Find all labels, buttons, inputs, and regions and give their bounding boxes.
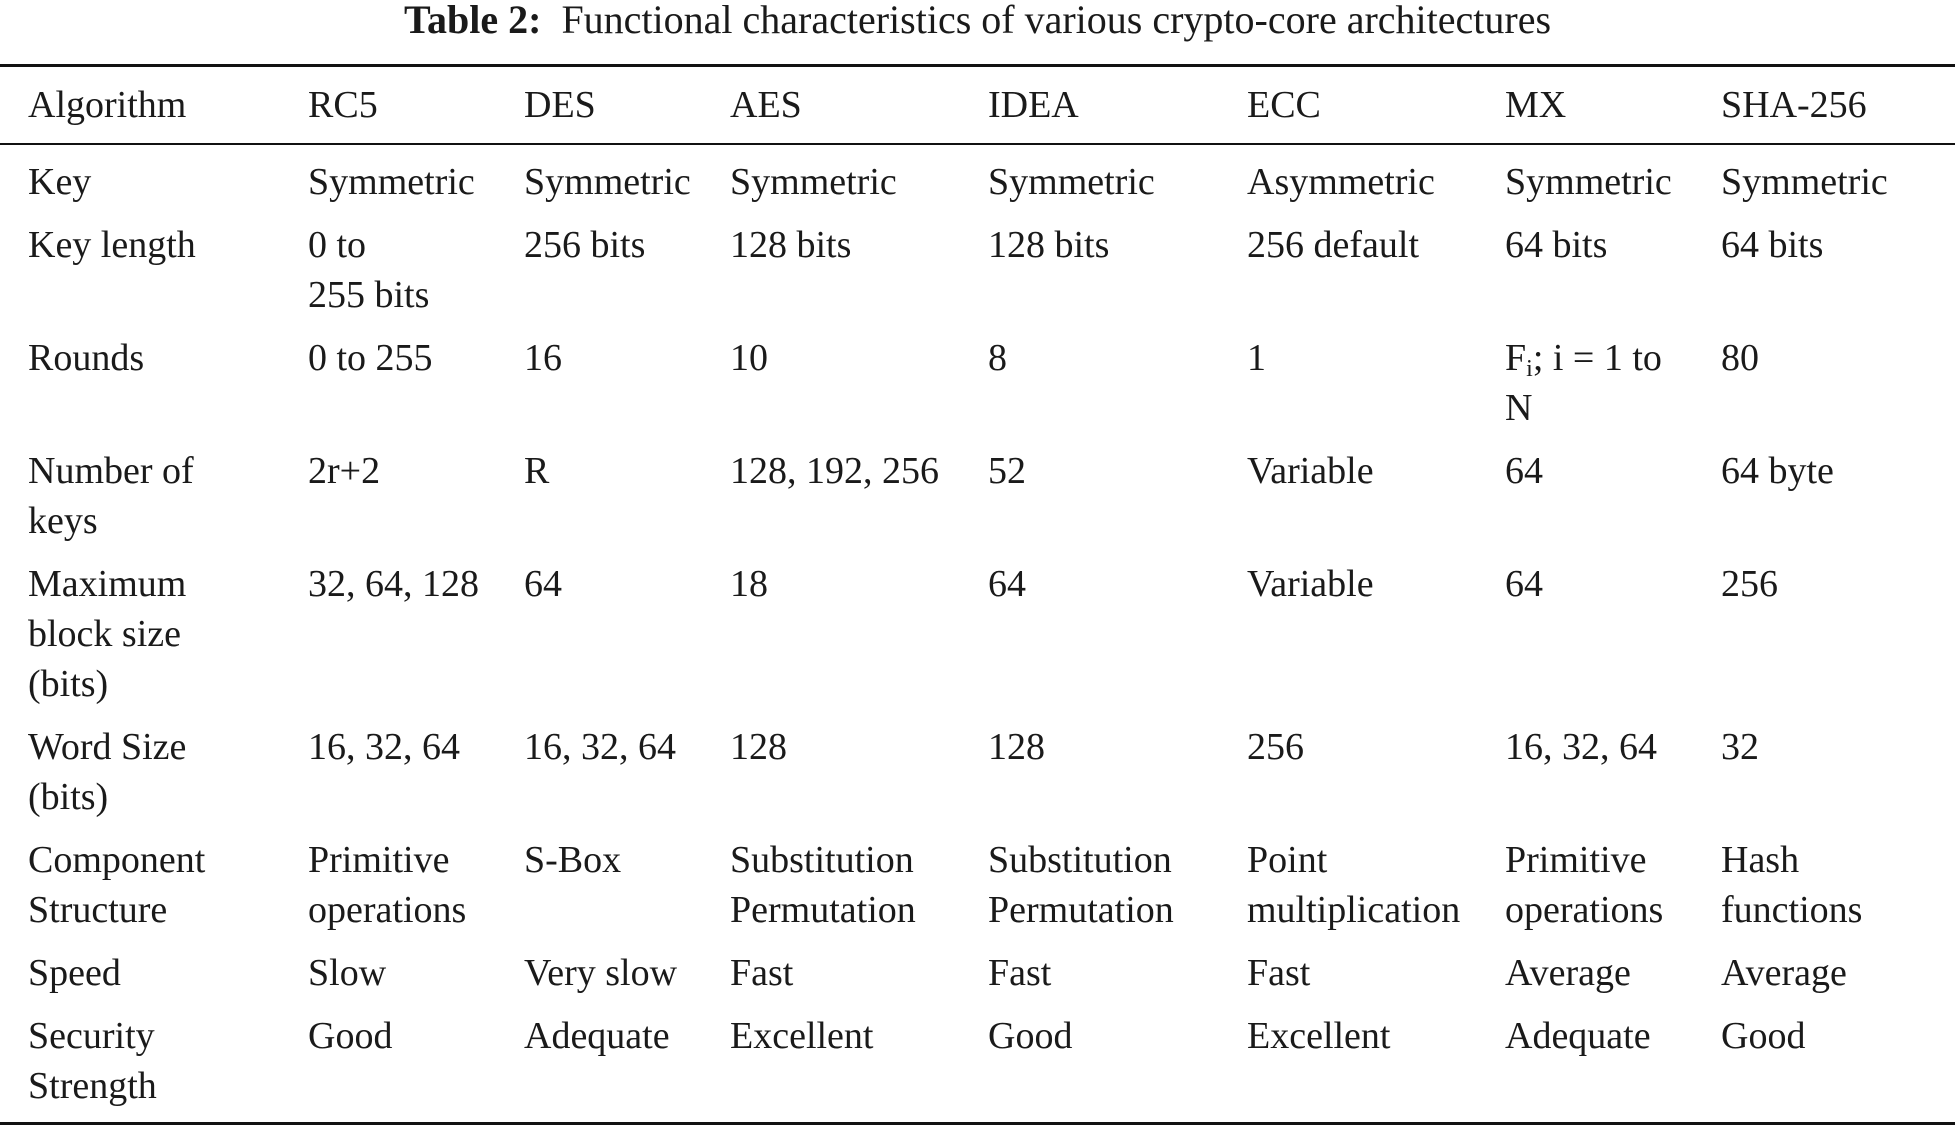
table-caption: Table 2: Functional characteristics of v…	[0, 0, 1955, 44]
row-header-key-length: Key length	[28, 224, 196, 266]
column-header-sha-256: SHA-256	[1721, 84, 1867, 126]
bottom-rule	[0, 1122, 1955, 1125]
table-cell-speed-des: Very slow	[524, 952, 678, 994]
table-cell-security-strength-mx: Adequate	[1505, 1015, 1651, 1057]
table-cell-security-strength-aes: Excellent	[730, 1015, 874, 1057]
table-cell-rounds-aes: 10	[730, 337, 768, 379]
table-cell-maximum-block-size-idea: 64	[988, 563, 1026, 605]
row-header-word-size: Word Size (bits)	[28, 726, 187, 818]
table-cell-rounds-rc5: 0 to 255	[308, 337, 433, 379]
table-cell-key-length-idea: 128 bits	[988, 224, 1110, 266]
table-cell-number-of-keys-des: R	[524, 450, 550, 492]
table-cell-rounds-sha-256: 80	[1721, 337, 1759, 379]
table-cell-rounds-mx: Fi; i = 1 to N	[1505, 337, 1662, 429]
table-cell-maximum-block-size-des: 64	[524, 563, 562, 605]
table-cell-security-strength-rc5: Good	[308, 1015, 393, 1057]
table-cell-maximum-block-size-aes: 18	[730, 563, 768, 605]
table-cell-word-size-rc5: 16, 32, 64	[308, 726, 460, 768]
table-cell-maximum-block-size-rc5: 32, 64, 128	[308, 563, 479, 605]
table-cell-rounds-ecc: 1	[1247, 337, 1266, 379]
table-cell-key-length-mx: 64 bits	[1505, 224, 1608, 266]
table-cell-speed-ecc: Fast	[1247, 952, 1311, 994]
table-cell-key-length-des: 256 bits	[524, 224, 646, 266]
table-cell-speed-mx: Average	[1505, 952, 1631, 994]
row-header-rounds: Rounds	[28, 337, 145, 379]
table-cell-component-structure-sha-256: Hash functions	[1721, 839, 1863, 931]
row-header-speed: Speed	[28, 952, 121, 994]
table-cell-word-size-idea: 128	[988, 726, 1045, 768]
column-header-idea: IDEA	[988, 84, 1079, 126]
table-cell-key-aes: Symmetric	[730, 161, 897, 203]
table-cell-key-length-aes: 128 bits	[730, 224, 852, 266]
table-cell-security-strength-ecc: Excellent	[1247, 1015, 1391, 1057]
table-cell-security-strength-idea: Good	[988, 1015, 1073, 1057]
row-header-maximum-block-size: Maximum block size (bits)	[28, 563, 187, 705]
table-cell-component-structure-aes: Substitution Permutation	[730, 839, 916, 931]
table-cell-number-of-keys-sha-256: 64 byte	[1721, 450, 1834, 492]
table-cell-component-structure-ecc: Point multiplication	[1247, 839, 1461, 931]
table-cell-word-size-ecc: 256	[1247, 726, 1304, 768]
row-header-security-strength: Security Strength	[28, 1015, 157, 1107]
table-cell-number-of-keys-idea: 52	[988, 450, 1026, 492]
table-cell-number-of-keys-aes: 128, 192, 256	[730, 450, 939, 492]
table-cell-word-size-sha-256: 32	[1721, 726, 1759, 768]
table-cell-maximum-block-size-ecc: Variable	[1247, 563, 1374, 605]
caption-title: Functional characteristics of various cr…	[561, 0, 1552, 42]
column-header-algorithm: Algorithm	[28, 84, 187, 126]
column-header-des: DES	[524, 84, 596, 126]
caption-label: Table 2:	[403, 0, 542, 42]
table-cell-speed-idea: Fast	[988, 952, 1052, 994]
table-cell-key-sha-256: Symmetric	[1721, 161, 1888, 203]
table-cell-key-des: Symmetric	[524, 161, 691, 203]
top-rule	[0, 64, 1955, 67]
table-cell-key-length-sha-256: 64 bits	[1721, 224, 1824, 266]
table-cell-speed-sha-256: Average	[1721, 952, 1847, 994]
column-header-rc5: RC5	[308, 84, 378, 126]
table-cell-speed-rc5: Slow	[308, 952, 387, 994]
column-header-aes: AES	[730, 84, 802, 126]
column-header-mx: MX	[1505, 84, 1567, 126]
row-header-key: Key	[28, 161, 92, 203]
table-cell-speed-aes: Fast	[730, 952, 794, 994]
table-cell-number-of-keys-ecc: Variable	[1247, 450, 1374, 492]
table-cell-word-size-des: 16, 32, 64	[524, 726, 676, 768]
table-cell-key-ecc: Asymmetric	[1247, 161, 1435, 203]
row-header-component-structure: Component Structure	[28, 839, 206, 931]
table-cell-number-of-keys-rc5: 2r+2	[308, 450, 381, 492]
table-cell-component-structure-idea: Substitution Permutation	[988, 839, 1174, 931]
table-cell-key-mx: Symmetric	[1505, 161, 1672, 203]
table-cell-key-length-ecc: 256 default	[1247, 224, 1420, 266]
table-cell-key-rc5: Symmetric	[308, 161, 475, 203]
table-cell-security-strength-des: Adequate	[524, 1015, 670, 1057]
row-header-number-of-keys: Number of keys	[28, 450, 194, 542]
table-cell-maximum-block-size-sha-256: 256	[1721, 563, 1778, 605]
table-cell-maximum-block-size-mx: 64	[1505, 563, 1543, 605]
table-cell-component-structure-des: S-Box	[524, 839, 622, 881]
table-cell-word-size-aes: 128	[730, 726, 787, 768]
table-cell-component-structure-rc5: Primitive operations	[308, 839, 467, 931]
table-cell-component-structure-mx: Primitive operations	[1505, 839, 1664, 931]
column-header-ecc: ECC	[1247, 84, 1321, 126]
header-rule	[0, 143, 1955, 145]
table-cell-word-size-mx: 16, 32, 64	[1505, 726, 1657, 768]
table-cell-security-strength-sha-256: Good	[1721, 1015, 1806, 1057]
table-cell-rounds-idea: 8	[988, 337, 1007, 379]
table-cell-rounds-des: 16	[524, 337, 562, 379]
table-cell-number-of-keys-mx: 64	[1505, 450, 1543, 492]
table-cell-key-idea: Symmetric	[988, 161, 1155, 203]
table-cell-key-length-rc5: 0 to 255 bits	[308, 224, 430, 316]
